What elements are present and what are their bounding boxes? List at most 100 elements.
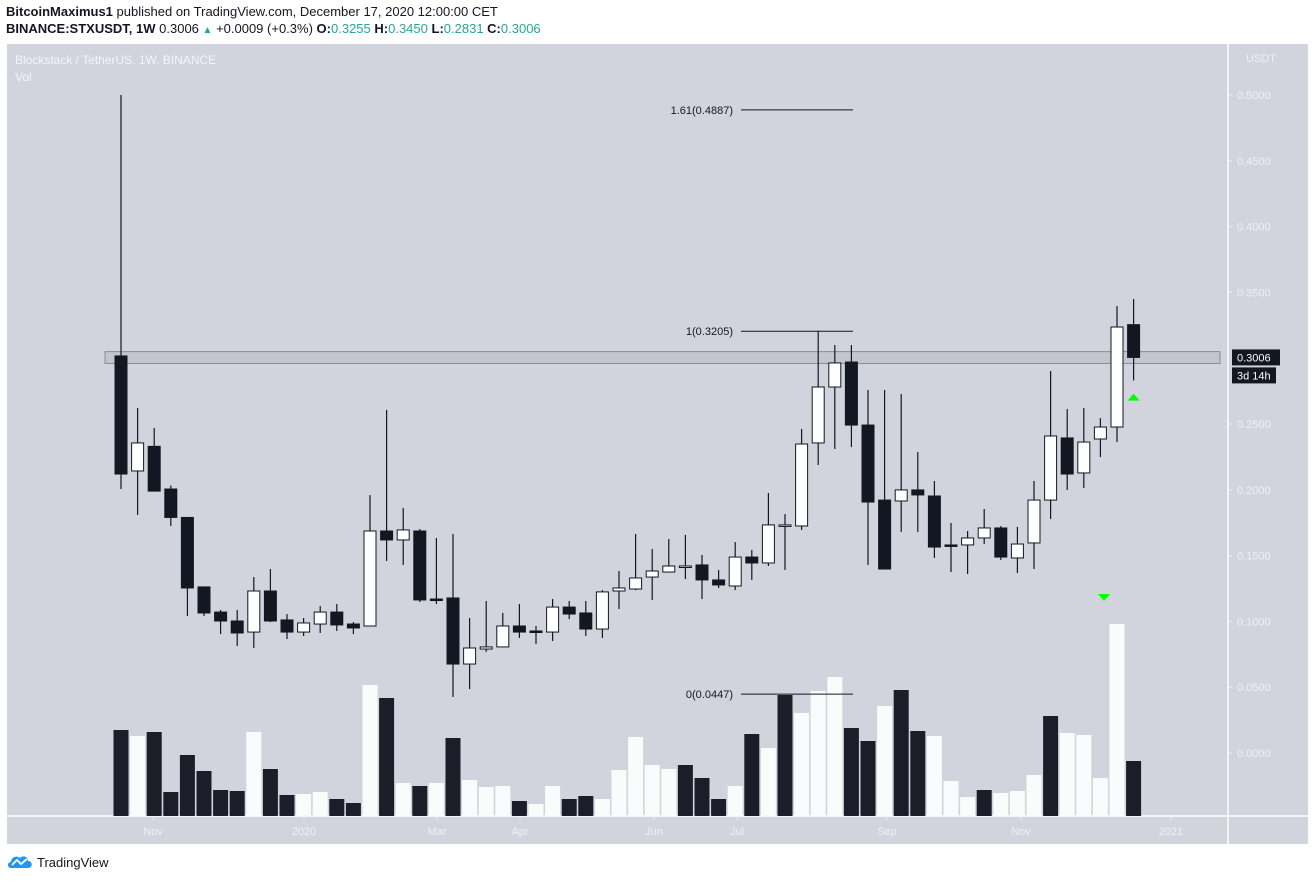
volume-bar	[594, 799, 610, 816]
volume-bar	[727, 786, 743, 816]
chart-plot[interactable]: 1.61(0.4887) 1(0.3205) 0(0.0447) USDT 0.5000…	[7, 44, 1308, 844]
last-price-badge	[1232, 349, 1280, 366]
price-tick-label: 0.5000	[1237, 90, 1271, 102]
volume-bar	[976, 790, 992, 816]
candle-down	[1127, 324, 1141, 358]
tradingview-logo-icon	[8, 856, 32, 868]
candle-up	[662, 565, 676, 573]
price-tick-label: 0.0500	[1237, 682, 1271, 694]
candle-down	[745, 556, 759, 564]
candle-up	[961, 537, 975, 546]
volume-bar	[561, 799, 577, 816]
resistance-zone[interactable]	[104, 351, 1221, 364]
candle-up	[795, 443, 809, 527]
candle-down	[280, 619, 294, 633]
fib-level-label: 1.61(0.4887)	[671, 105, 733, 117]
volume-bar	[760, 748, 776, 816]
time-tick-label: Nov	[143, 826, 163, 838]
volume-bar	[246, 732, 262, 816]
volume-bar	[379, 698, 395, 816]
volume-bar	[312, 792, 328, 816]
up-arrow-icon: ▲	[202, 25, 213, 36]
volume-bar	[113, 730, 129, 816]
candle-up	[894, 489, 908, 502]
chart-container[interactable]: 1.61(0.4887) 1(0.3205) 0(0.0447) USDT 0.5000…	[7, 44, 1308, 844]
volume-bar	[960, 797, 976, 816]
sell-signal-triangle-icon	[1098, 594, 1110, 601]
candle-up	[1027, 499, 1041, 544]
symbol-info: BINANCE:STXUSDT, 1W 0.3006 ▲ +0.0009 (+0…	[6, 21, 541, 36]
volume-bar	[1076, 735, 1092, 816]
time-tick-label: 2020	[292, 826, 316, 838]
candle-up	[463, 647, 477, 665]
chart-legend-title: Blockstack / TetherUS, 1W, BINANCE	[15, 53, 217, 67]
fib-level-label: 0(0.0447)	[686, 689, 733, 701]
time-tick-label: Apr	[511, 826, 528, 838]
volume-bar	[711, 799, 727, 816]
volume-bar	[926, 736, 942, 816]
volume-bar	[146, 732, 162, 816]
candle-down	[878, 499, 892, 570]
candle-down	[114, 355, 128, 475]
candle-down	[695, 564, 709, 581]
low-label: L:	[431, 21, 444, 36]
volume-bar	[545, 786, 561, 816]
price-tick-label: 0.0000	[1237, 748, 1271, 760]
volume-bar	[478, 787, 494, 816]
candle-up	[546, 606, 560, 633]
tradingview-footer[interactable]: TradingView	[7, 854, 109, 870]
candle-up	[977, 527, 991, 539]
published-text: published on TradingView.com, December 1…	[116, 4, 498, 19]
candle-up	[678, 565, 692, 568]
candle-down	[147, 445, 161, 492]
time-tick-label: Sep	[877, 826, 897, 838]
volume-bar	[1109, 624, 1125, 816]
close-value: 0.3006	[500, 21, 541, 36]
open-label: O:	[316, 21, 331, 36]
candle-down	[844, 361, 858, 426]
bar-countdown-badge	[1232, 367, 1276, 384]
low-value: 0.2831	[443, 21, 484, 36]
volume-bar	[1043, 716, 1059, 816]
candle-up	[629, 577, 643, 590]
price-tick-label: 0.2000	[1237, 485, 1271, 497]
candle-down	[712, 579, 726, 586]
price-tick-label: 0.2500	[1237, 419, 1271, 431]
volume-bar	[395, 783, 411, 816]
high-label: H:	[374, 21, 389, 36]
candle-down	[330, 611, 344, 626]
author-name[interactable]: BitcoinMaximus1	[6, 4, 113, 19]
volume-bar	[1009, 791, 1025, 816]
candle-up	[728, 556, 742, 587]
volume-bar	[428, 783, 444, 816]
last-price: 0.3006	[159, 21, 199, 36]
volume-bar	[993, 793, 1009, 816]
price-change: +0.0009 (+0.3%)	[216, 21, 313, 36]
volume-bar	[1126, 761, 1142, 816]
candle-down	[579, 612, 593, 630]
candle-down	[180, 516, 194, 589]
candle-up	[247, 590, 261, 633]
volume-legend: Vol	[15, 70, 32, 84]
volume-bar	[943, 781, 959, 816]
candle-down	[214, 611, 228, 622]
volume-bar	[262, 769, 278, 816]
volume-bar	[296, 794, 312, 816]
price-tick-label: 0.4500	[1237, 156, 1271, 168]
volume-bar	[893, 690, 909, 816]
candle-up	[313, 611, 327, 625]
volume-bar	[213, 790, 229, 816]
volume-bar	[877, 706, 893, 816]
candle-up	[778, 524, 792, 527]
candle-up	[1093, 426, 1107, 440]
volume-bar	[130, 736, 146, 816]
volume-bar	[677, 765, 693, 816]
candle-down	[230, 620, 244, 634]
time-tick-label: 2021	[1159, 826, 1183, 838]
volume-bar	[196, 771, 212, 816]
candle-down	[944, 544, 958, 547]
candle-up	[761, 524, 775, 564]
candle-down	[994, 527, 1008, 558]
tradingview-brand: TradingView	[37, 854, 109, 870]
price-axis-currency: USDT	[1246, 53, 1276, 65]
